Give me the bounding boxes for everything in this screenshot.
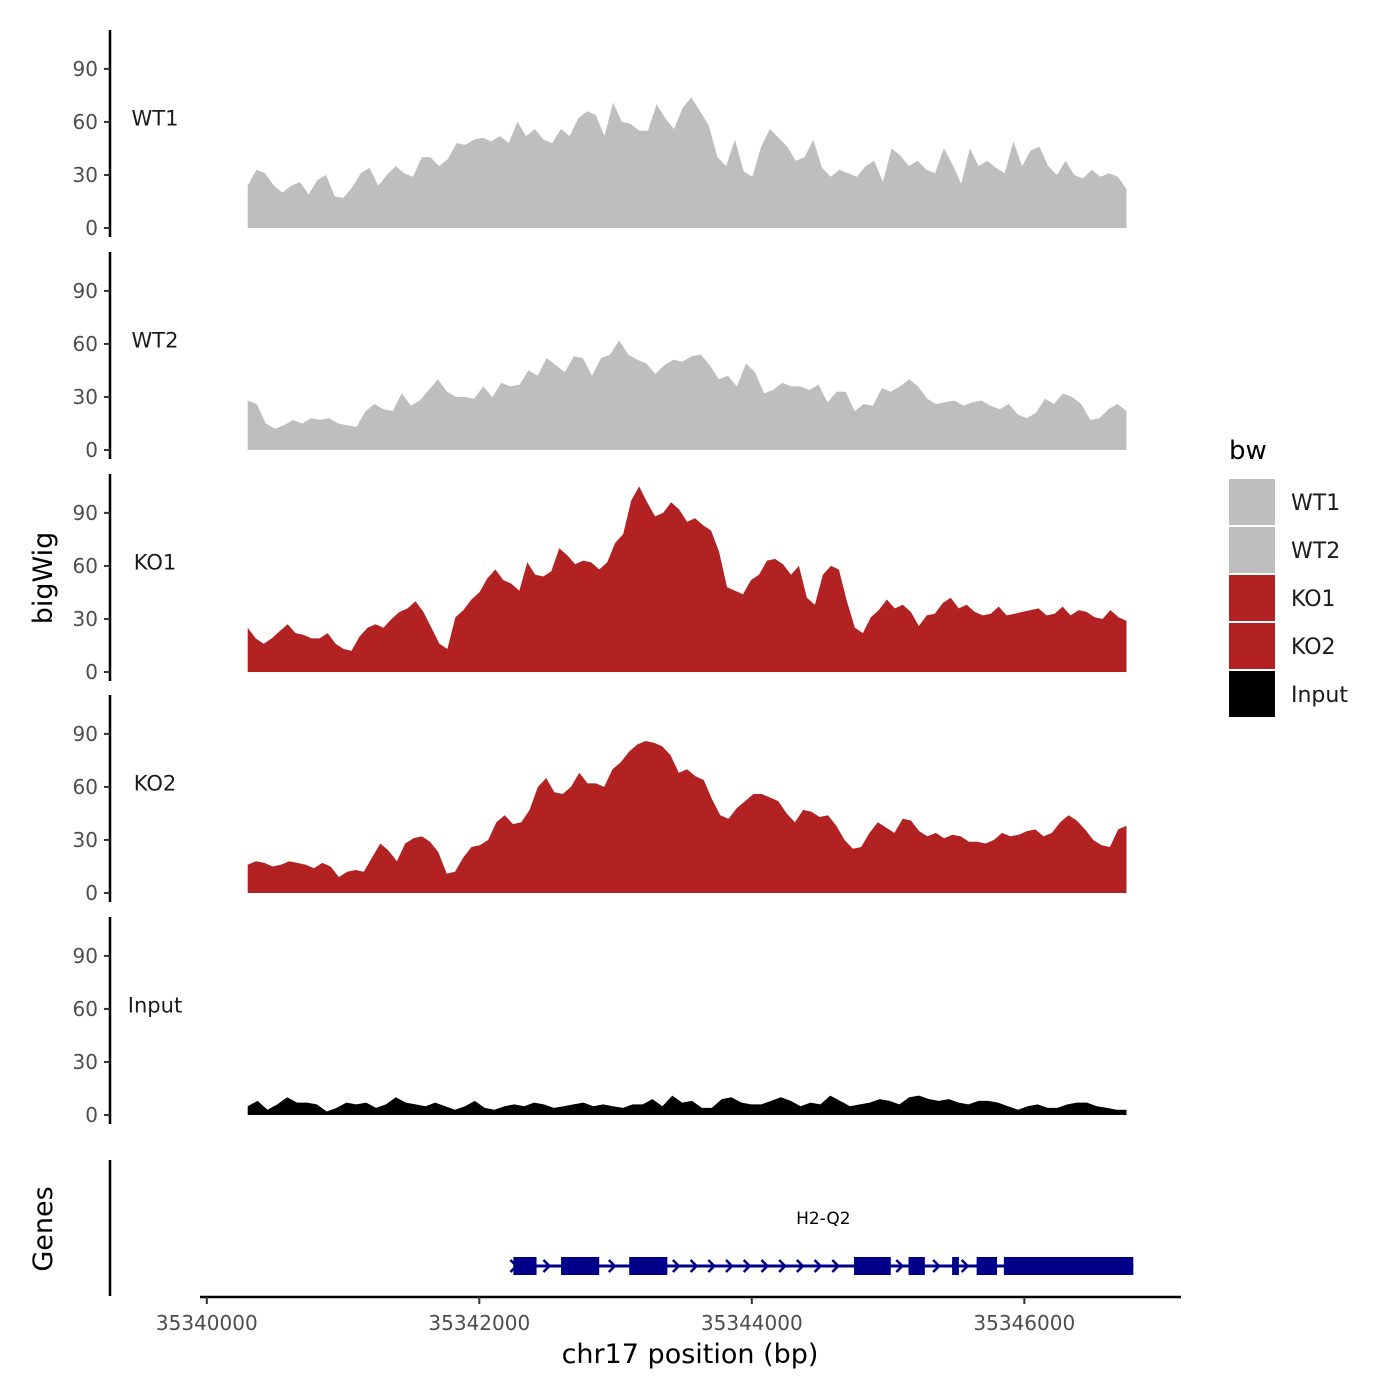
gene-strand-arrow <box>895 1259 905 1273</box>
track-wt1: 0 30 60 90 WT1 <box>73 30 1127 240</box>
gene-strand-arrow <box>813 1259 823 1273</box>
gene-strand-arrow <box>932 1259 941 1273</box>
y-tick-label: 30 <box>73 163 98 187</box>
y-tick-label: 0 <box>85 660 98 684</box>
legend-label-ko1: KO1 <box>1291 587 1336 612</box>
gene-strand-arrow <box>689 1259 699 1273</box>
y-tick-label: 30 <box>73 607 98 631</box>
y-tick-label: 90 <box>73 944 98 968</box>
legend: bw WT1 WT2 KO1 KO2 Input <box>1229 436 1348 717</box>
y-tick-label: 60 <box>73 775 98 799</box>
gene-strand-arrow <box>725 1259 734 1273</box>
x-tick-label: 35340000 <box>156 1311 258 1335</box>
gene-strand-arrow <box>671 1259 681 1273</box>
gene-strand-arrow <box>831 1259 841 1273</box>
legend-label-ko2: KO2 <box>1291 635 1336 660</box>
genes-axis-title: Genes <box>28 1186 59 1271</box>
track-input: 0 30 60 90 Input <box>73 917 1127 1127</box>
gene-strand-arrow <box>742 1259 752 1273</box>
gene-exon <box>976 1257 998 1275</box>
y-tick-label: 60 <box>73 332 98 356</box>
gene-name-label: H2-Q2 <box>796 1209 851 1229</box>
track-ko1: 0 30 60 90 KO1 <box>73 474 1127 684</box>
gene-exon <box>629 1257 668 1275</box>
gene-exon <box>854 1257 891 1275</box>
y-axis-title: bigWig <box>28 532 59 625</box>
y-tick-label: 90 <box>73 501 98 525</box>
legend-key-wt2 <box>1229 527 1275 573</box>
signal-area-wt2 <box>247 340 1127 450</box>
track-label-input: Input <box>128 993 182 1017</box>
signal-area-wt1 <box>247 97 1127 228</box>
y-tick-label: 0 <box>85 1103 98 1127</box>
gene-strand-arrow <box>778 1259 787 1273</box>
signal-area-ko1 <box>247 486 1127 672</box>
gene-strand-arrow <box>960 1259 970 1273</box>
legend-key-input <box>1229 671 1275 717</box>
track-label-wt1: WT1 <box>132 106 179 130</box>
y-tick-label: 90 <box>73 722 98 746</box>
tracks-layer: 0 30 60 90 WT1 0 30 60 90 WT2 0 30 60 90 KO1 0 30 60 90 KO2… <box>73 30 1127 1127</box>
gene-exon <box>561 1257 600 1275</box>
x-tick-label: 35342000 <box>428 1311 530 1335</box>
legend-label-input: Input <box>1291 683 1348 708</box>
legend-key-ko2 <box>1229 623 1275 669</box>
x-axis: 35340000 35342000 35344000 35346000 <box>156 1295 1181 1335</box>
legend-label-wt1: WT1 <box>1291 491 1340 516</box>
gene-exon <box>1003 1257 1134 1275</box>
y-tick-label: 60 <box>73 110 98 134</box>
gene-exon <box>908 1257 925 1275</box>
signal-area-ko2 <box>247 741 1127 893</box>
legend-title: bw <box>1229 436 1267 466</box>
y-tick-label: 0 <box>85 216 98 240</box>
y-tick-label: 30 <box>73 385 98 409</box>
x-tick-label: 35346000 <box>973 1311 1075 1335</box>
y-tick-label: 0 <box>85 438 98 462</box>
gene-exon <box>513 1257 537 1275</box>
gene-strand-arrow <box>707 1259 717 1273</box>
y-tick-label: 90 <box>73 279 98 303</box>
track-label-ko1: KO1 <box>134 550 177 574</box>
genes-panel: H2-Q2 <box>108 1160 1134 1296</box>
gene-exon <box>952 1257 959 1275</box>
y-tick-label: 60 <box>73 997 98 1021</box>
y-tick-label: 30 <box>73 828 98 852</box>
gene-strand-arrow <box>542 1259 552 1273</box>
legend-key-ko1 <box>1229 575 1275 621</box>
signal-area-input <box>247 1095 1127 1115</box>
x-axis-title: chr17 position (bp) <box>562 1339 819 1370</box>
y-tick-label: 30 <box>73 1050 98 1074</box>
track-wt2: 0 30 60 90 WT2 <box>73 252 1127 462</box>
y-tick-label: 60 <box>73 554 98 578</box>
y-tick-label: 90 <box>73 57 98 81</box>
gene-strand-arrow <box>509 1259 519 1273</box>
track-label-wt2: WT2 <box>132 328 179 352</box>
track-label-ko2: KO2 <box>134 771 177 795</box>
gene-strand-arrow <box>760 1259 770 1273</box>
track-ko2: 0 30 60 90 KO2 <box>73 695 1127 905</box>
legend-label-wt2: WT2 <box>1291 539 1340 564</box>
legend-key-wt1 <box>1229 479 1275 525</box>
x-tick-label: 35344000 <box>701 1311 803 1335</box>
gene-strand-arrow <box>607 1259 617 1273</box>
gene-strand-arrow <box>795 1259 805 1273</box>
y-tick-label: 0 <box>85 881 98 905</box>
